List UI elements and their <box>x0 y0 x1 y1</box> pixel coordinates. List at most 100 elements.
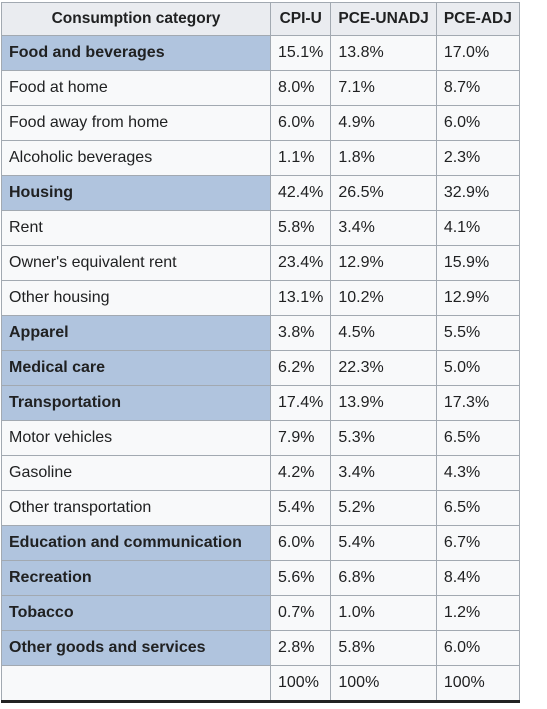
category-cell: Recreation <box>1 560 271 596</box>
category-cell: Rent <box>1 210 271 246</box>
value-cell: 15.1% <box>269 35 332 71</box>
value-cell: 23.4% <box>269 245 332 281</box>
category-cell: Other housing <box>1 280 271 316</box>
value-cell: 22.3% <box>330 350 437 386</box>
table-row: Rent 5.8% 3.4% 4.1% <box>1 210 520 246</box>
value-cell: 5.0% <box>435 350 520 386</box>
category-cell: Food and beverages <box>1 35 271 71</box>
value-cell: 5.2% <box>330 490 437 526</box>
value-cell: 0.7% <box>269 595 332 631</box>
value-cell: 4.5% <box>330 315 437 351</box>
value-cell: 1.0% <box>330 595 437 631</box>
value-cell: 13.9% <box>330 385 437 421</box>
category-cell: Medical care <box>1 350 271 386</box>
value-cell: 3.4% <box>330 455 437 491</box>
value-cell: 5.5% <box>435 315 520 351</box>
category-cell: Other transportation <box>1 490 271 526</box>
table-row: Other goods and services 2.8% 5.8% 6.0% <box>1 630 520 666</box>
value-cell: 42.4% <box>269 175 332 211</box>
table-row: Tobacco 0.7% 1.0% 1.2% <box>1 595 520 631</box>
value-cell: 6.7% <box>435 525 520 561</box>
category-cell: Education and communication <box>1 525 271 561</box>
table-row: Food and beverages 15.1% 13.8% 17.0% <box>1 35 520 71</box>
value-cell: 15.9% <box>435 245 520 281</box>
value-cell: 13.8% <box>330 35 437 71</box>
value-cell: 7.9% <box>269 420 332 456</box>
value-cell: 2.8% <box>269 630 332 666</box>
value-cell: 100% <box>330 665 437 702</box>
table-row: Other transportation 5.4% 5.2% 6.5% <box>1 490 520 526</box>
table-row: Alcoholic beverages 1.1% 1.8% 2.3% <box>1 140 520 176</box>
category-cell: Apparel <box>1 315 271 351</box>
value-cell: 4.9% <box>330 105 437 141</box>
value-cell: 5.8% <box>269 210 332 246</box>
value-cell: 6.8% <box>330 560 437 596</box>
table-row: Recreation 5.6% 6.8% 8.4% <box>1 560 520 596</box>
category-cell: Food away from home <box>1 105 271 141</box>
value-cell: 5.8% <box>330 630 437 666</box>
category-cell: Owner's equivalent rent <box>1 245 271 281</box>
table-row: Other housing 13.1% 10.2% 12.9% <box>1 280 520 316</box>
column-header: Consumption category <box>1 2 271 36</box>
category-cell: Other goods and services <box>1 630 271 666</box>
table-row: Medical care 6.2% 22.3% 5.0% <box>1 350 520 386</box>
table-row: Owner's equivalent rent 23.4% 12.9% 15.9% <box>1 245 520 281</box>
value-cell: 6.5% <box>435 490 520 526</box>
table-row: Housing 42.4% 26.5% 32.9% <box>1 175 520 211</box>
value-cell: 17.3% <box>435 385 520 421</box>
category-cell: Housing <box>1 175 271 211</box>
value-cell: 1.2% <box>435 595 520 631</box>
column-header: PCE-UNADJ <box>330 2 437 36</box>
value-cell: 17.0% <box>435 35 520 71</box>
value-cell: 17.4% <box>269 385 332 421</box>
value-cell: 6.0% <box>435 105 520 141</box>
category-cell: Motor vehicles <box>1 420 271 456</box>
table-row: Motor vehicles 7.9% 5.3% 6.5% <box>1 420 520 456</box>
category-cell: Gasoline <box>1 455 271 491</box>
category-cell: Tobacco <box>1 595 271 631</box>
table-row: Apparel 3.8% 4.5% 5.5% <box>1 315 520 351</box>
value-cell: 5.4% <box>330 525 437 561</box>
value-cell: 100% <box>269 665 332 702</box>
header-row: Consumption category CPI-U PCE-UNADJ PCE-AD… <box>1 2 520 36</box>
value-cell: 4.2% <box>269 455 332 491</box>
value-cell: 10.2% <box>330 280 437 316</box>
value-cell: 1.8% <box>330 140 437 176</box>
value-cell: 2.3% <box>435 140 520 176</box>
category-cell <box>1 665 271 702</box>
value-cell: 8.4% <box>435 560 520 596</box>
value-cell: 4.1% <box>435 210 520 246</box>
table-row: 100% 100% 100% <box>1 665 520 702</box>
cpi-table: Consumption category CPI-U PCE-UNADJ PCE-AD… <box>1 2 520 703</box>
value-cell: 4.3% <box>435 455 520 491</box>
value-cell: 6.0% <box>435 630 520 666</box>
value-cell: 3.4% <box>330 210 437 246</box>
value-cell: 5.4% <box>269 490 332 526</box>
value-cell: 12.9% <box>330 245 437 281</box>
category-cell: Alcoholic beverages <box>1 140 271 176</box>
value-cell: 5.6% <box>269 560 332 596</box>
category-cell: Food at home <box>1 70 271 106</box>
table-row: Transportation 17.4% 13.9% 17.3% <box>1 385 520 421</box>
value-cell: 6.0% <box>269 525 332 561</box>
value-cell: 13.1% <box>269 280 332 316</box>
value-cell: 32.9% <box>435 175 520 211</box>
category-cell: Transportation <box>1 385 271 421</box>
value-cell: 8.7% <box>435 70 520 106</box>
value-cell: 12.9% <box>435 280 520 316</box>
table-header: Consumption category CPI-U PCE-UNADJ PCE-AD… <box>1 2 520 36</box>
table-row: Food at home 8.0% 7.1% 8.7% <box>1 70 520 106</box>
value-cell: 6.2% <box>269 350 332 386</box>
value-cell: 26.5% <box>330 175 437 211</box>
table-row: Education and communication 6.0% 5.4% 6.7% <box>1 525 520 561</box>
value-cell: 8.0% <box>269 70 332 106</box>
value-cell: 1.1% <box>269 140 332 176</box>
value-cell: 5.3% <box>330 420 437 456</box>
value-cell: 6.0% <box>269 105 332 141</box>
value-cell: 6.5% <box>435 420 520 456</box>
value-cell: 7.1% <box>330 70 437 106</box>
table-row: Gasoline 4.2% 3.4% 4.3% <box>1 455 520 491</box>
table-row: Food away from home 6.0% 4.9% 6.0% <box>1 105 520 141</box>
column-header: PCE-ADJ <box>435 2 520 36</box>
